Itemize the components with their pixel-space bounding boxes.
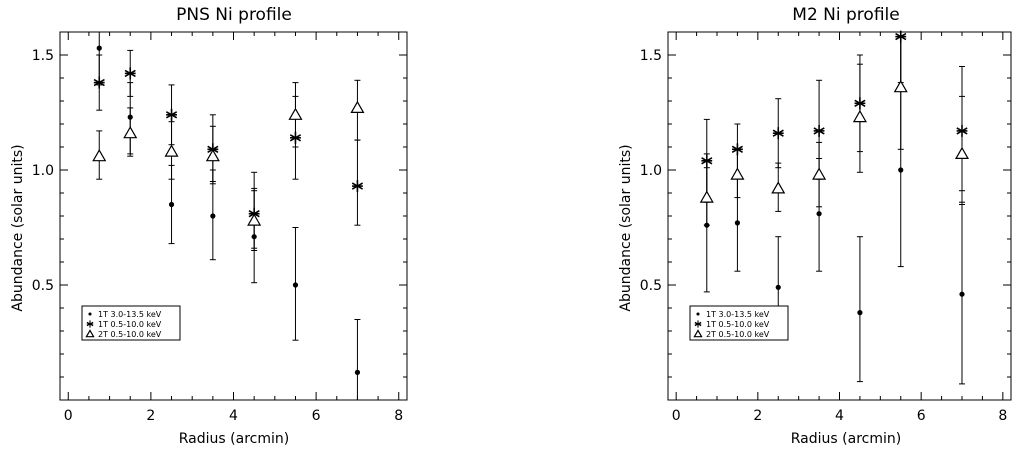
chart-title: M2 Ni profile xyxy=(792,5,899,25)
x-tick-label: 0 xyxy=(64,408,73,424)
data-point-triangle xyxy=(350,100,365,114)
data-point-asterisk xyxy=(86,320,94,328)
data-point-dot xyxy=(696,312,700,316)
data-point-triangle xyxy=(771,181,786,194)
y-tick-label: 1.5 xyxy=(640,48,662,64)
legend-box xyxy=(689,305,789,341)
data-point-asterisk xyxy=(165,108,178,121)
x-axis-label: Radius (arcmin) xyxy=(791,431,901,447)
legend-entry-label: 1T 3.0-13.5 keV xyxy=(98,310,162,319)
data-point-triangle xyxy=(123,125,138,139)
data-point-asterisk xyxy=(93,76,105,89)
legend-entry-label: 1T 0.5-10.0 keV xyxy=(98,320,162,329)
data-point-dot xyxy=(959,291,965,297)
data-point-triangle xyxy=(164,144,179,157)
x-tick-label: 6 xyxy=(312,408,321,424)
data-point-dot xyxy=(898,167,904,173)
legend-entry-label: 1T 0.5-10.0 keV xyxy=(706,320,770,329)
x-tick-label: 6 xyxy=(917,408,926,424)
chart-title: PNS Ni profile xyxy=(176,5,292,25)
data-point-triangle xyxy=(85,329,95,338)
data-point-triangle xyxy=(288,107,303,120)
data-point-asterisk xyxy=(694,320,702,328)
y-tick-label: 1.5 xyxy=(32,48,54,64)
y-tick-label: 0.5 xyxy=(32,278,54,294)
data-point-dot xyxy=(354,369,361,375)
legend-box xyxy=(81,305,181,341)
data-point-asterisk xyxy=(124,67,136,80)
x-tick-label: 8 xyxy=(394,408,403,424)
data-point-triangle xyxy=(812,167,827,180)
data-point-triangle xyxy=(954,146,970,159)
data-point-triangle xyxy=(852,109,867,123)
data-point-asterisk xyxy=(351,180,364,193)
y-axis-label: Abundance (solar units) xyxy=(618,144,634,311)
y-tick-label: 1.0 xyxy=(640,163,662,179)
x-tick-label: 4 xyxy=(229,408,238,424)
data-point-dot xyxy=(816,211,822,217)
data-point-dot xyxy=(168,201,175,208)
data-point-triangle xyxy=(92,148,107,162)
data-point-triangle xyxy=(205,148,220,162)
x-tick-label: 2 xyxy=(146,408,155,424)
y-tick-label: 0.5 xyxy=(640,278,662,294)
data-point-dot xyxy=(210,213,216,219)
y-axis-label: Abundance (solar units) xyxy=(10,144,26,311)
x-axis-label: Radius (arcmin) xyxy=(179,431,289,447)
data-point-asterisk xyxy=(813,124,825,137)
data-point-triangle xyxy=(730,167,745,180)
x-tick-label: 8 xyxy=(998,408,1007,424)
data-point-dot xyxy=(292,282,299,288)
legend-entry-label: 2T 0.5-10.0 keV xyxy=(706,330,770,339)
data-point-triangle xyxy=(247,213,262,226)
data-point-triangle xyxy=(693,329,703,338)
data-point-asterisk xyxy=(772,127,784,140)
data-point-dot xyxy=(775,284,781,290)
m2-ni-profile-panel: M2 Ni profile Radius (arcmin) Abundance … xyxy=(618,5,1012,447)
x-tick-label: 0 xyxy=(672,408,681,424)
plot-frame xyxy=(59,31,408,401)
data-point-dot xyxy=(857,310,863,316)
legend-entry-label: 2T 0.5-10.0 keV xyxy=(98,330,162,339)
plot-frame xyxy=(667,31,1012,401)
pns-ni-profile-panel: PNS Ni profile Radius (arcmin) Abundance… xyxy=(10,5,408,447)
data-point-dot xyxy=(734,220,741,226)
data-point-dot xyxy=(96,45,102,51)
data-point-triangle xyxy=(699,190,714,203)
y-tick-label: 1.0 xyxy=(32,163,54,179)
legend-entry-label: 1T 3.0-13.5 keV xyxy=(706,310,770,319)
data-point-asterisk xyxy=(701,154,713,167)
data-point-triangle xyxy=(893,79,908,93)
x-tick-label: 2 xyxy=(753,408,762,424)
data-point-dot xyxy=(88,312,92,316)
x-tick-label: 4 xyxy=(835,408,844,424)
